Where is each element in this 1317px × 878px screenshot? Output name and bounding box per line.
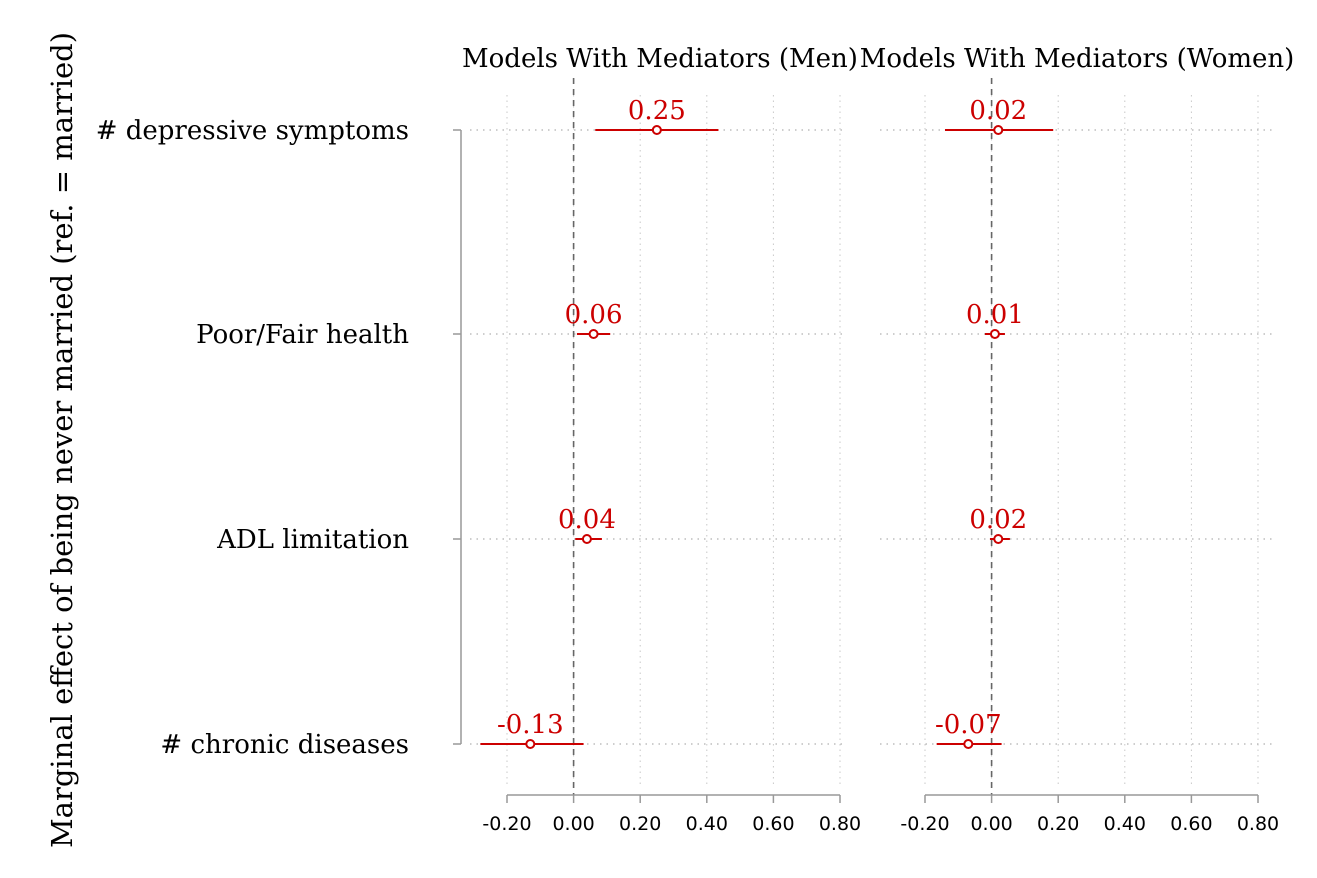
data-label: 0.02 <box>969 96 1027 126</box>
x-tick-label: 0.20 <box>1037 813 1079 835</box>
point-estimate <box>525 739 536 749</box>
point-estimate <box>993 125 1004 135</box>
x-tick-label: 0.60 <box>752 813 794 835</box>
data-label: -0.13 <box>497 710 564 740</box>
category-label: # depressive symptoms <box>96 116 409 146</box>
data-label: 0.01 <box>966 300 1024 330</box>
x-tick-label: 0.60 <box>1170 813 1212 835</box>
y-axis-label: Marginal effect of being never married (… <box>45 32 79 848</box>
point-estimate <box>581 534 592 544</box>
category-label: Poor/Fair health <box>196 320 409 350</box>
data-label: 0.02 <box>969 505 1027 535</box>
point-estimate <box>989 329 1000 339</box>
point-estimate <box>993 534 1004 544</box>
x-tick-label: -0.20 <box>482 813 531 835</box>
data-label: 0.04 <box>558 505 616 535</box>
x-tick-label: 0.40 <box>1104 813 1146 835</box>
panel-title: Models With Mediators (Women) <box>860 44 1295 74</box>
category-label: ADL limitation <box>216 525 409 555</box>
data-label: 0.06 <box>565 300 623 330</box>
point-estimate <box>588 329 599 339</box>
x-tick-label: 0.00 <box>970 813 1012 835</box>
panel-men: Models With Mediators (Men) -0.20 0.00 0.20… <box>462 44 861 835</box>
data-label: -0.07 <box>935 710 1002 740</box>
x-tick-label: 0.20 <box>619 813 661 835</box>
data-label: 0.25 <box>628 96 686 126</box>
point-estimate <box>651 125 662 135</box>
panel-title: Models With Mediators (Men) <box>462 44 858 74</box>
point-estimate <box>963 739 974 749</box>
x-tick-label: -0.20 <box>900 813 949 835</box>
category-label: # chronic diseases <box>160 730 409 760</box>
x-tick-label: 0.80 <box>1237 813 1279 835</box>
panel-women: Models With Mediators (Women) -0.20 0.00 0.… <box>860 44 1295 835</box>
x-tick-label: 0.80 <box>819 813 861 835</box>
x-tick-label: 0.00 <box>552 813 594 835</box>
x-tick-label: 0.40 <box>686 813 728 835</box>
panels: # depressive symptoms Poor/Fair health ADL… <box>96 44 1295 835</box>
